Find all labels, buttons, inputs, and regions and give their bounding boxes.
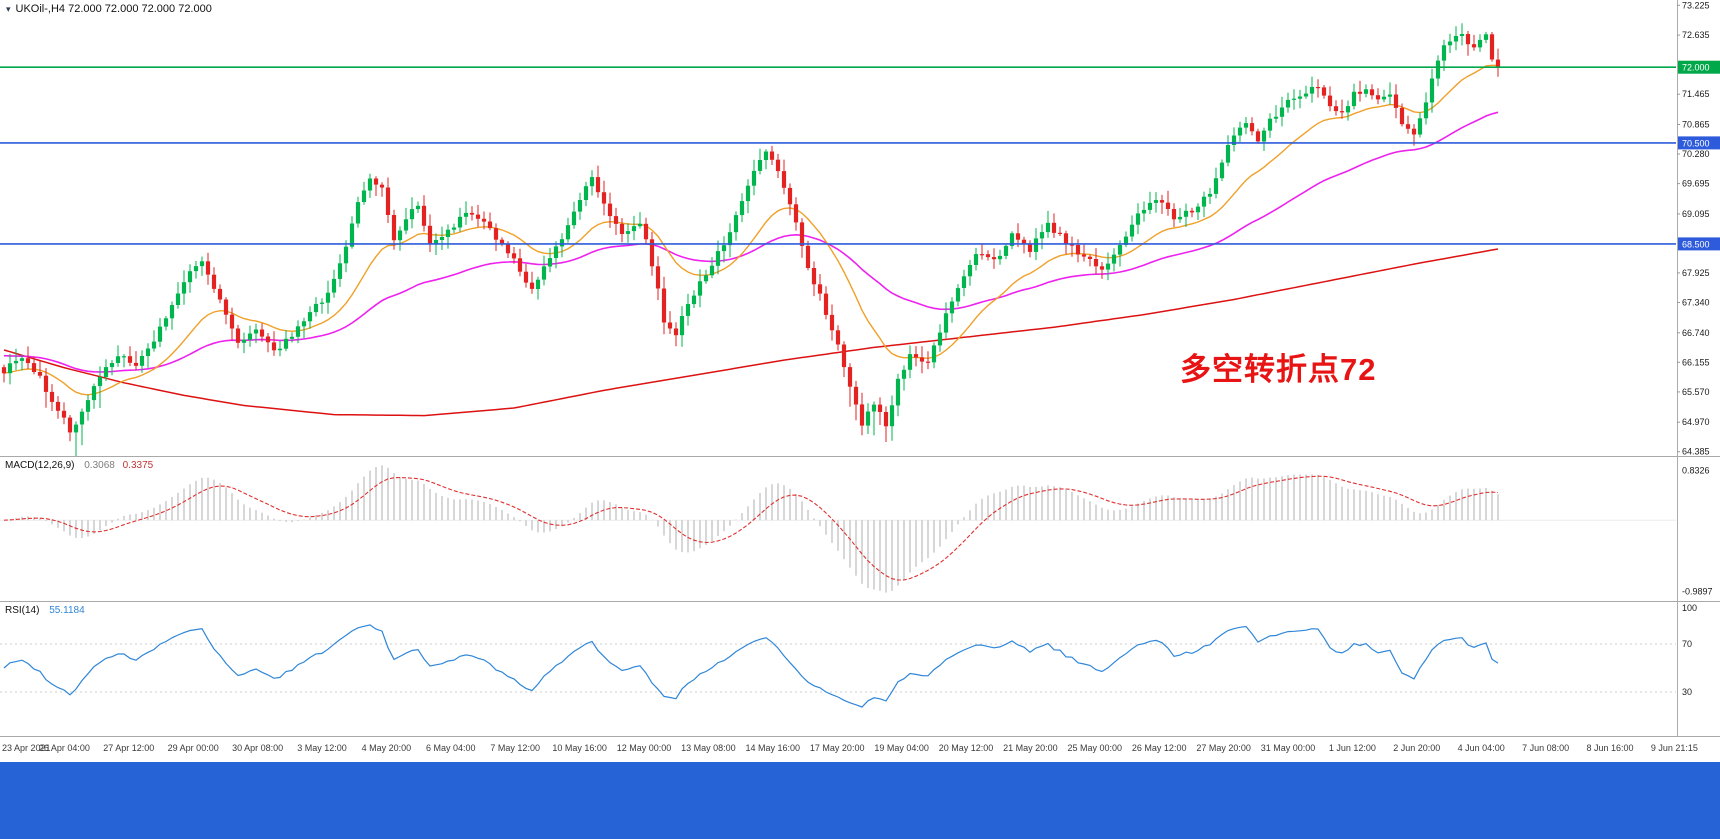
time-label: 7 May 12:00 (490, 743, 540, 753)
chart-title-text: UKOil-,H4 72.000 72.000 72.000 72.000 (15, 3, 212, 15)
time-label: 31 May 00:00 (1260, 743, 1316, 753)
rsi-line (3, 624, 1499, 708)
rsi-label: RSI(14) (5, 605, 40, 616)
ma-mid-magenta (3, 111, 1499, 373)
price-axis[interactable]: 73.225 72.635 71.465 70.865 70.280 69.695 69.0… (1677, 0, 1720, 456)
macd-main-value: 0.3068 (84, 460, 115, 471)
rsi-panel[interactable]: 100 70 30 RSI(14) 55.1184 (0, 602, 1720, 736)
chart-title: ▾ UKOil-,H4 72.000 72.000 72.000 72.000 (6, 3, 212, 15)
time-label: 2 Jun 20:00 (1393, 743, 1441, 753)
time-label: 7 Jun 08:00 (1522, 743, 1570, 753)
time-label: 13 May 08:00 (681, 743, 736, 753)
svg-text:73.225: 73.225 (1682, 0, 1710, 10)
svg-text:0.8326: 0.8326 (1682, 465, 1710, 475)
panel-separator (0, 736, 1720, 737)
svg-text:64.970: 64.970 (1682, 417, 1710, 427)
svg-text:66.155: 66.155 (1682, 357, 1710, 367)
svg-text:64.385: 64.385 (1682, 447, 1710, 456)
macd-panel[interactable]: 0.8326 -0.9897 MACD(12,26,9) 0.3068 0.337… (0, 457, 1720, 601)
time-label: 10 May 16:00 (552, 743, 607, 753)
time-label: 9 Jun 21:15 (1650, 743, 1698, 753)
ma-fast-orange (3, 64, 1499, 396)
svg-text:100: 100 (1682, 603, 1697, 613)
horizontal-lines-layer (0, 66, 1676, 245)
price-tag (1678, 136, 1720, 150)
svg-text:69.095: 69.095 (1682, 209, 1710, 219)
time-label: 4 May 20:00 (361, 743, 412, 753)
macd-header: MACD(12,26,9) 0.3068 0.3375 (5, 460, 153, 471)
svg-text:70.280: 70.280 (1682, 149, 1710, 159)
time-label: 6 May 04:00 (426, 743, 476, 753)
svg-text:72.635: 72.635 (1682, 30, 1710, 40)
taskbar[interactable] (0, 762, 1720, 839)
svg-text:70.500: 70.500 (1682, 138, 1710, 148)
moving-averages-layer (3, 64, 1499, 417)
macd-histogram (9, 465, 1499, 593)
svg-text:67.925: 67.925 (1682, 268, 1710, 278)
ma-slow-red (3, 248, 1499, 417)
time-label: 3 May 12:00 (297, 743, 347, 753)
svg-text:65.570: 65.570 (1682, 387, 1710, 397)
time-label: 17 May 20:00 (809, 743, 865, 753)
macd-label: MACD(12,26,9) (5, 460, 75, 471)
time-label: 1 Jun 12:00 (1328, 743, 1376, 753)
svg-text:67.340: 67.340 (1682, 298, 1710, 308)
svg-text:71.465: 71.465 (1682, 89, 1710, 99)
svg-text:30: 30 (1682, 687, 1692, 697)
svg-text:68.500: 68.500 (1682, 239, 1710, 249)
svg-text:-0.9897: -0.9897 (1682, 587, 1713, 597)
macd-canvas[interactable]: 0.8326 -0.9897 (0, 457, 1720, 601)
rsi-value: 55.1184 (49, 605, 85, 616)
time-label: 14 May 16:00 (745, 743, 801, 753)
time-label: 27 Apr 12:00 (103, 743, 155, 753)
svg-text:72.000: 72.000 (1682, 63, 1710, 73)
svg-text:69.695: 69.695 (1682, 179, 1710, 189)
time-label: 30 Apr 08:00 (232, 743, 284, 753)
macd-signal-value: 0.3375 (122, 460, 154, 471)
time-label: 4 Jun 04:00 (1457, 743, 1505, 753)
time-label: 23 Apr 2021 (2, 743, 51, 753)
time-axis[interactable]: 23 Apr 2021 26 Apr 04:00 27 Apr 12:00 29 Ap… (0, 737, 1720, 762)
rsi-header: RSI(14) 55.1184 (5, 605, 85, 616)
panel-separator (0, 456, 1720, 457)
time-label: 12 May 00:00 (616, 743, 672, 753)
main-chart-canvas[interactable]: 73.225 72.635 71.465 70.865 70.280 69.695 69.0… (0, 0, 1720, 456)
time-label: 19 May 04:00 (874, 743, 929, 753)
time-label: 29 Apr 00:00 (167, 743, 219, 753)
svg-text:66.740: 66.740 (1682, 328, 1710, 338)
svg-text:70: 70 (1682, 639, 1692, 649)
time-label: 26 Apr 04:00 (38, 743, 90, 753)
time-label: 21 May 20:00 (1003, 743, 1058, 753)
trade-annotation[interactable]: 多空转折点72 (1180, 352, 1377, 387)
time-label: 27 May 20:00 (1196, 743, 1251, 753)
price-tag (1678, 60, 1720, 74)
time-label: 26 May 12:00 (1131, 743, 1187, 753)
candles-layer (1, 23, 1501, 456)
panel-separator (0, 601, 1720, 602)
price-tag (1678, 237, 1720, 251)
main-chart-panel[interactable]: 73.225 72.635 71.465 70.865 70.280 69.695 69.0… (0, 0, 1720, 456)
time-label: 20 May 12:00 (938, 743, 994, 753)
chart-marker-icon: ▾ (6, 3, 11, 14)
time-label: 25 May 00:00 (1067, 743, 1123, 753)
time-label: 8 Jun 16:00 (1586, 743, 1634, 753)
svg-text:70.865: 70.865 (1682, 120, 1710, 130)
macd-signal-line (3, 475, 1499, 581)
rsi-canvas[interactable]: 100 70 30 (0, 602, 1720, 736)
